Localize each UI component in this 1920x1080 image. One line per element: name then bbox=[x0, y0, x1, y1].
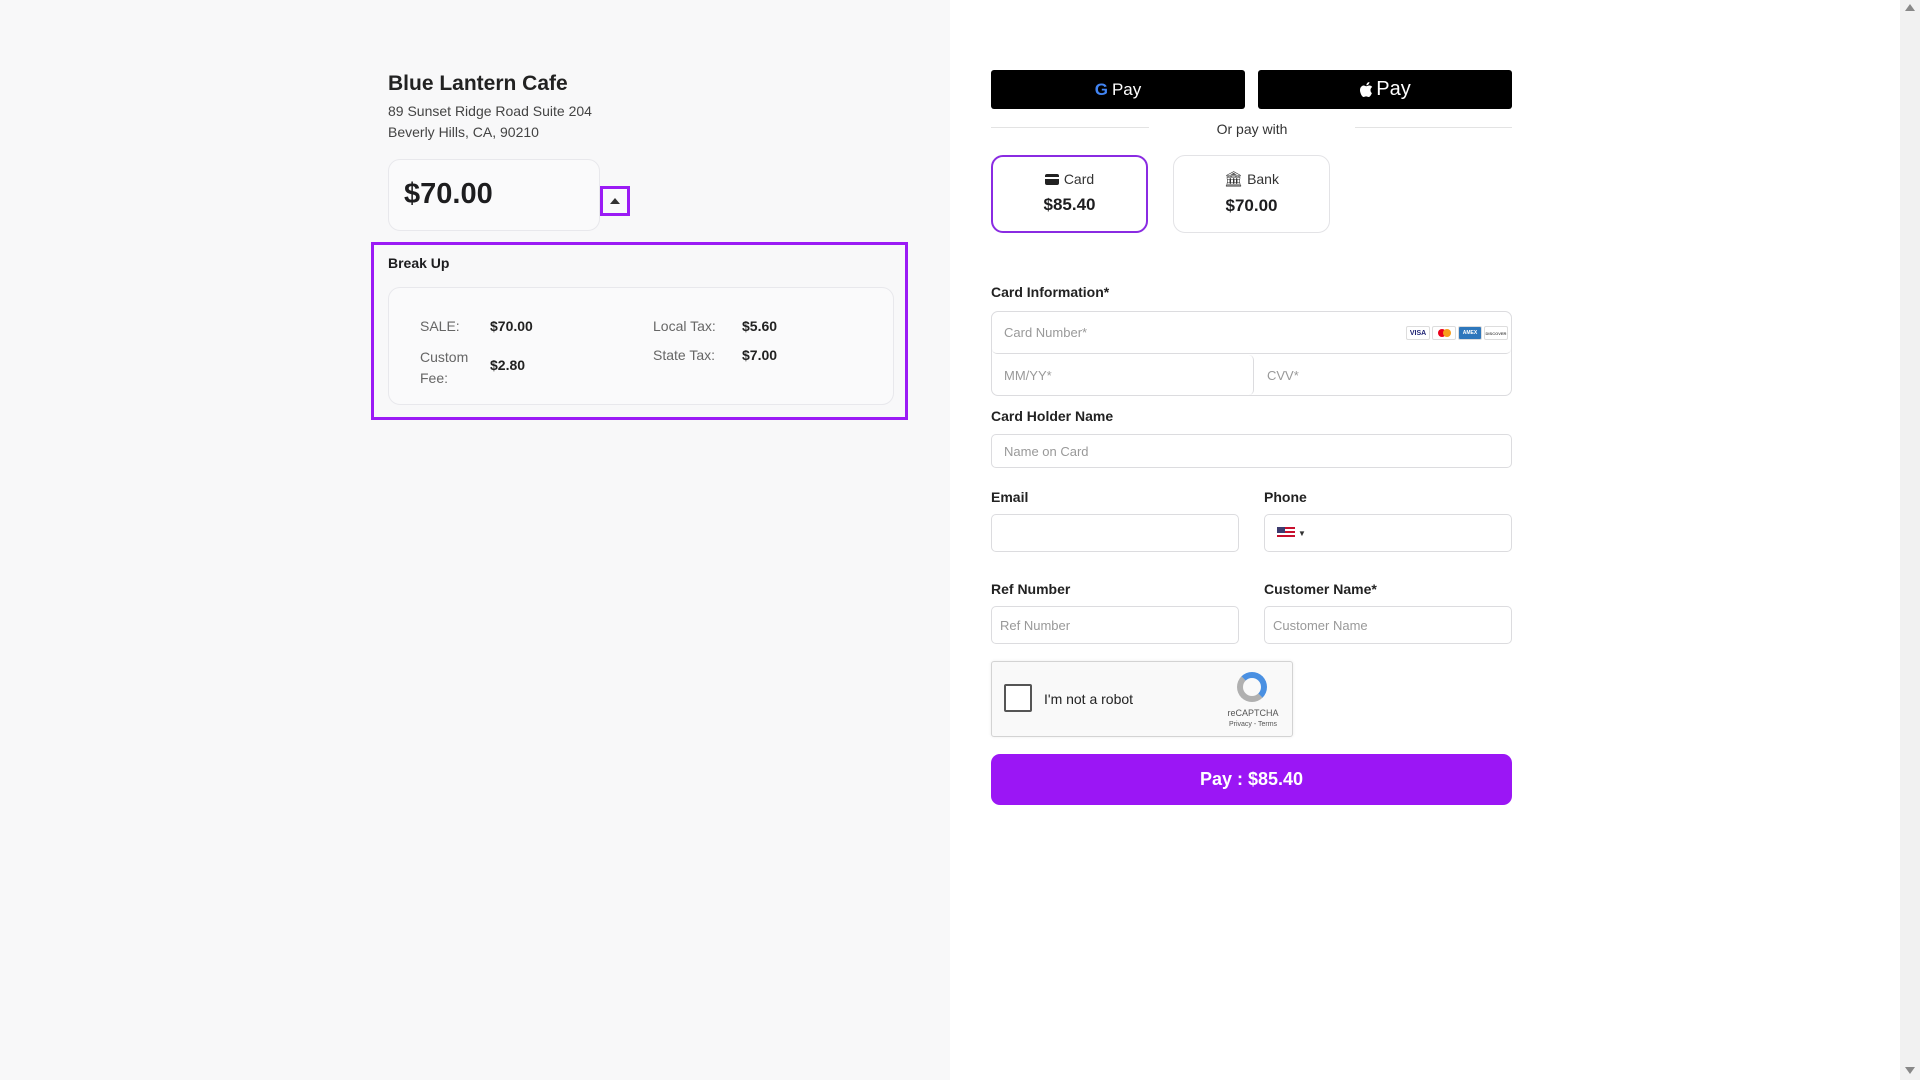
customer-name-placeholder: Customer Name bbox=[1273, 617, 1368, 633]
cvv-input[interactable]: CVV* bbox=[1255, 355, 1511, 395]
sale-value: $70.00 bbox=[490, 318, 533, 334]
cvv-placeholder: CVV* bbox=[1267, 367, 1299, 383]
customer-name-input[interactable]: Customer Name bbox=[1264, 606, 1512, 644]
apple-pay-label: Pay bbox=[1376, 78, 1411, 100]
phone-label: Phone bbox=[1264, 489, 1307, 505]
recaptcha-links[interactable]: Privacy - Terms bbox=[1228, 721, 1278, 728]
card-brands: VISA AMEX DISCOVER bbox=[1406, 326, 1508, 340]
pay-button[interactable]: Pay : $85.40 bbox=[991, 754, 1512, 805]
scrollbar[interactable] bbox=[1900, 0, 1920, 1080]
payment-method-card[interactable]: Card $85.40 bbox=[991, 155, 1148, 233]
bank-icon: 🏛 bbox=[1224, 171, 1244, 188]
breakup-toggle-button[interactable] bbox=[600, 186, 630, 216]
recaptcha-label: I'm not a robot bbox=[1044, 691, 1134, 707]
amex-icon: AMEX bbox=[1458, 326, 1482, 340]
card-holder-label: Card Holder Name bbox=[991, 408, 1114, 424]
divider-left bbox=[991, 127, 1149, 128]
custom-fee-label: Custom Fee: bbox=[420, 349, 469, 386]
apple-pay-button[interactable]: Pay bbox=[1258, 70, 1512, 109]
expiry-placeholder: MM/YY* bbox=[1004, 367, 1052, 383]
visa-icon: VISA bbox=[1406, 326, 1430, 340]
scroll-up-icon[interactable] bbox=[1905, 4, 1915, 11]
ref-number-label: Ref Number bbox=[991, 581, 1071, 597]
email-label: Email bbox=[991, 489, 1029, 505]
merchant-address-line2: Beverly Hills, CA, 90210 bbox=[388, 124, 539, 140]
google-pay-button[interactable]: G Pay bbox=[991, 70, 1245, 109]
breakup-section: Break Up SALE: $70.00 Custom Fee: $2.80 … bbox=[371, 242, 908, 420]
google-pay-label: Pay bbox=[1111, 79, 1142, 99]
recaptcha-logo-icon bbox=[1237, 672, 1267, 702]
breakup-title: Break Up bbox=[388, 255, 450, 271]
recaptcha-brand: reCAPTCHA bbox=[1227, 708, 1279, 718]
state-tax-value: $7.00 bbox=[742, 347, 778, 363]
recaptcha-widget: I'm not a robot reCAPTCHA Privacy - Term… bbox=[991, 661, 1293, 737]
caret-up-icon bbox=[610, 198, 620, 204]
custom-fee-value: $2.80 bbox=[490, 357, 526, 373]
divider-right bbox=[1355, 127, 1512, 128]
or-pay-with-text: Or pay with bbox=[1216, 121, 1288, 137]
sale-label: SALE: bbox=[420, 318, 460, 334]
breakup-card: SALE: $70.00 Custom Fee: $2.80 Local Tax… bbox=[388, 287, 894, 405]
card-holder-placeholder: Name on Card bbox=[1004, 443, 1089, 459]
discover-icon: DISCOVER bbox=[1484, 326, 1508, 340]
bank-method-amount: $70.00 bbox=[1225, 196, 1278, 215]
mastercard-icon bbox=[1432, 326, 1456, 340]
ref-number-input[interactable]: Ref Number bbox=[991, 606, 1239, 644]
card-method-label: Card bbox=[1063, 171, 1095, 187]
apple-icon bbox=[1360, 82, 1373, 97]
payment-method-bank[interactable]: 🏛 Bank $70.00 bbox=[1173, 155, 1330, 233]
phone-input[interactable]: ▼ bbox=[1264, 514, 1512, 552]
card-information-box: Card Number* VISA AMEX DISCOVER MM/YY* C… bbox=[991, 311, 1512, 396]
state-tax-label: State Tax: bbox=[653, 347, 716, 363]
country-dropdown-caret-icon[interactable]: ▼ bbox=[1298, 528, 1306, 538]
google-g-icon: G bbox=[1094, 79, 1108, 99]
expiry-input[interactable]: MM/YY* bbox=[992, 355, 1254, 395]
bank-method-label: Bank bbox=[1247, 171, 1279, 187]
us-flag-icon[interactable] bbox=[1277, 527, 1295, 539]
email-input[interactable] bbox=[991, 514, 1239, 552]
ref-number-placeholder: Ref Number bbox=[1000, 617, 1071, 633]
card-number-input[interactable]: Card Number* bbox=[992, 312, 1511, 354]
scroll-down-icon[interactable] bbox=[1905, 1067, 1915, 1074]
local-tax-label: Local Tax: bbox=[653, 318, 716, 334]
merchant-address-line1: 89 Sunset Ridge Road Suite 204 bbox=[388, 103, 592, 119]
credit-card-icon bbox=[1044, 174, 1059, 185]
card-information-label: Card Information* bbox=[991, 284, 1110, 300]
card-holder-input[interactable]: Name on Card bbox=[991, 434, 1512, 468]
local-tax-value: $5.60 bbox=[742, 318, 778, 334]
card-number-placeholder: Card Number* bbox=[1004, 325, 1088, 340]
customer-name-label: Customer Name* bbox=[1264, 581, 1377, 597]
amount-display: $70.00 bbox=[388, 159, 600, 231]
merchant-name: Blue Lantern Cafe bbox=[388, 72, 568, 95]
card-method-amount: $85.40 bbox=[1043, 195, 1096, 214]
recaptcha-checkbox[interactable] bbox=[1004, 684, 1032, 712]
